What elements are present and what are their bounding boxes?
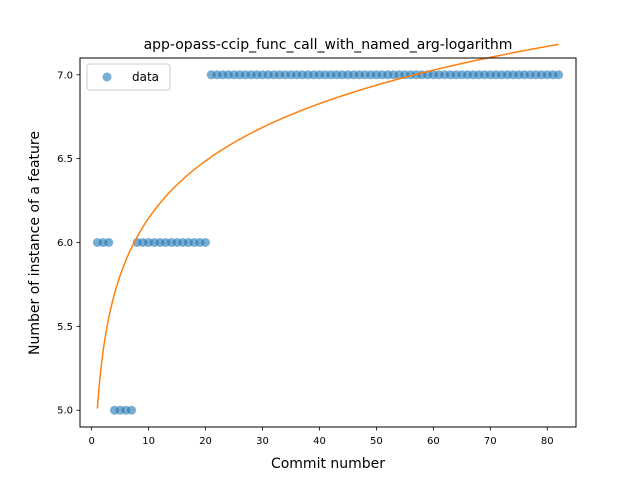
x-tick-label: 20 (199, 436, 212, 447)
y-axis-ticks: 5.0 5.5 6.0 6.5 7.0 (57, 70, 80, 417)
y-tick-label: 6.5 (57, 154, 73, 165)
fit-line (96, 43, 559, 409)
x-tick-label: 70 (484, 436, 497, 447)
x-tick-label: 50 (370, 436, 383, 447)
legend-box (86, 63, 171, 91)
legend: data (86, 63, 171, 91)
x-tick-label: 80 (541, 436, 554, 447)
x-tick-label: 30 (256, 436, 269, 447)
y-tick-label: 7.0 (57, 70, 73, 81)
x-axis-label: Commit number (271, 456, 385, 472)
legend-marker-data (102, 72, 112, 82)
data-point (127, 405, 137, 415)
plot-frame (79, 57, 577, 428)
data-point (201, 238, 211, 247)
chart-title: app-opass-ccip_func_call_with_named_arg-… (144, 37, 513, 53)
data-point (104, 238, 114, 247)
y-tick-label: 6.0 (57, 238, 73, 249)
y-axis-label: Number of instance of a feature (27, 131, 43, 355)
data-point (554, 70, 564, 80)
plot-area (92, 43, 564, 415)
y-tick-label: 5.0 (57, 406, 73, 417)
x-tick-label: 40 (313, 436, 326, 447)
x-tick-label: 10 (142, 436, 155, 447)
legend-label-data: data (132, 70, 159, 84)
x-axis-ticks: 0 10 20 30 40 50 60 70 80 (88, 427, 554, 447)
x-tick-label: 0 (88, 436, 94, 447)
y-tick-label: 5.5 (57, 322, 73, 333)
x-tick-label: 60 (427, 436, 440, 447)
